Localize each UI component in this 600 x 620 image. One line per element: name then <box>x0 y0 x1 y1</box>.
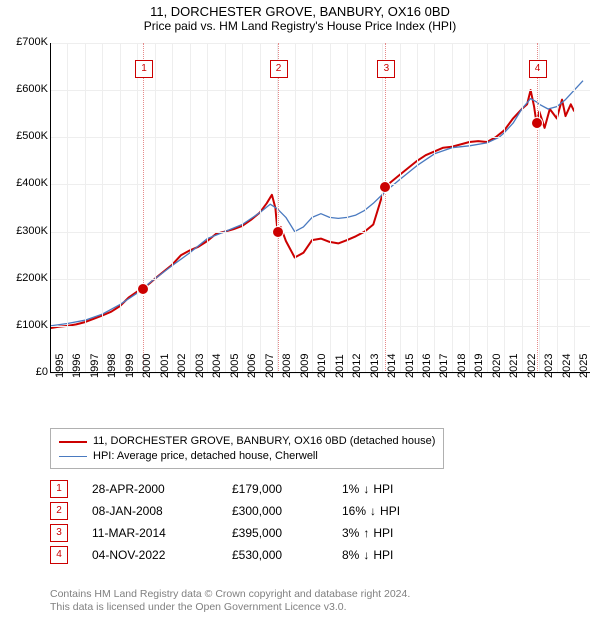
legend: 11, DORCHESTER GROVE, BANBURY, OX16 0BD … <box>50 428 444 469</box>
x-tick-label: 1997 <box>89 354 101 378</box>
y-tick-label: £0 <box>0 366 48 378</box>
series-hpi <box>50 81 583 326</box>
x-tick-label: 2011 <box>334 354 346 378</box>
event-date: 28-APR-2000 <box>92 482 232 496</box>
event-price: £530,000 <box>232 548 342 562</box>
event-date: 04-NOV-2022 <box>92 548 232 562</box>
x-tick-label: 2003 <box>194 354 206 378</box>
legend-swatch <box>59 441 87 443</box>
x-tick-label: 2004 <box>211 354 223 378</box>
x-tick-label: 2018 <box>456 354 468 378</box>
arrow-down-icon: ↓ <box>363 548 369 562</box>
x-tick-label: 1995 <box>54 354 66 378</box>
event-marker <box>137 283 149 295</box>
y-tick-label: £400K <box>0 177 48 189</box>
events-table: 1 28-APR-2000£179,0001%↓HPI 2 08-JAN-2008£3… <box>50 478 452 566</box>
arrow-down-icon: ↓ <box>370 504 376 518</box>
x-tick-label: 1998 <box>106 354 118 378</box>
event-delta: 16%↓HPI <box>342 504 452 518</box>
x-tick-label: 2017 <box>438 354 450 378</box>
event-vline <box>143 43 144 373</box>
page-title: 11, DORCHESTER GROVE, BANBURY, OX16 0BD <box>0 0 600 19</box>
x-tick-label: 2010 <box>316 354 328 378</box>
y-tick-label: £100K <box>0 319 48 331</box>
table-row: 4 04-NOV-2022£530,0008%↓HPI <box>50 544 452 566</box>
event-vline <box>278 43 279 373</box>
x-tick-label: 2000 <box>141 354 153 378</box>
event-badge: 2 <box>270 60 288 78</box>
x-tick-label: 1996 <box>71 354 83 378</box>
y-tick-label: £600K <box>0 83 48 95</box>
x-tick-label: 2015 <box>404 354 416 378</box>
x-tick-label: 2007 <box>264 354 276 378</box>
x-tick-label: 2021 <box>508 354 520 378</box>
footer-line-1: Contains HM Land Registry data © Crown c… <box>50 588 410 601</box>
x-tick-label: 2005 <box>229 354 241 378</box>
event-number-badge: 2 <box>50 502 68 520</box>
legend-item: 11, DORCHESTER GROVE, BANBURY, OX16 0BD … <box>59 434 435 449</box>
event-delta: 8%↓HPI <box>342 548 452 562</box>
plot-area <box>50 43 590 373</box>
y-tick-label: £200K <box>0 272 48 284</box>
event-number-badge: 4 <box>50 546 68 564</box>
x-tick-label: 2014 <box>386 354 398 378</box>
event-vline <box>537 43 538 373</box>
x-tick-label: 2002 <box>176 354 188 378</box>
footer-line-2: This data is licensed under the Open Gov… <box>50 601 410 614</box>
x-tick-label: 1999 <box>124 354 136 378</box>
legend-swatch <box>59 456 87 457</box>
event-number-badge: 3 <box>50 524 68 542</box>
event-badge: 4 <box>529 60 547 78</box>
x-tick-label: 2006 <box>246 354 258 378</box>
event-price: £395,000 <box>232 526 342 540</box>
table-row: 2 08-JAN-2008£300,00016%↓HPI <box>50 500 452 522</box>
event-date: 11-MAR-2014 <box>92 526 232 540</box>
event-price: £179,000 <box>232 482 342 496</box>
footer: Contains HM Land Registry data © Crown c… <box>50 588 410 614</box>
table-row: 3 11-MAR-2014£395,0003%↑HPI <box>50 522 452 544</box>
x-tick-label: 2022 <box>526 354 538 378</box>
x-tick-label: 2016 <box>421 354 433 378</box>
event-date: 08-JAN-2008 <box>92 504 232 518</box>
x-tick-label: 2023 <box>543 354 555 378</box>
chart: £0 £100K £200K £300K £400K £500K £600K £700K 19… <box>0 38 600 418</box>
arrow-up-icon: ↑ <box>363 526 369 540</box>
event-delta: 1%↓HPI <box>342 482 452 496</box>
plot-svg <box>50 43 590 373</box>
x-tick-label: 2013 <box>369 354 381 378</box>
y-tick-label: £700K <box>0 36 48 48</box>
event-badge: 3 <box>377 60 395 78</box>
legend-label: 11, DORCHESTER GROVE, BANBURY, OX16 0BD … <box>93 434 435 449</box>
x-tick-label: 2024 <box>561 354 573 378</box>
event-badge: 1 <box>135 60 153 78</box>
x-tick-label: 2012 <box>351 354 363 378</box>
x-tick-label: 2020 <box>491 354 503 378</box>
x-tick-label: 2009 <box>299 354 311 378</box>
event-marker <box>379 181 391 193</box>
y-tick-label: £300K <box>0 225 48 237</box>
page-subtitle: Price paid vs. HM Land Registry's House … <box>0 19 600 37</box>
event-marker <box>272 226 284 238</box>
event-delta: 3%↑HPI <box>342 526 452 540</box>
arrow-down-icon: ↓ <box>363 482 369 496</box>
event-price: £300,000 <box>232 504 342 518</box>
x-tick-label: 2001 <box>159 354 171 378</box>
y-tick-label: £500K <box>0 130 48 142</box>
event-marker <box>531 117 543 129</box>
x-tick-label: 2019 <box>473 354 485 378</box>
x-tick-label: 2008 <box>281 354 293 378</box>
x-tick-label: 2025 <box>578 354 590 378</box>
event-vline <box>385 43 386 373</box>
legend-item: HPI: Average price, detached house, Cher… <box>59 449 435 464</box>
legend-label: HPI: Average price, detached house, Cher… <box>93 449 318 464</box>
table-row: 1 28-APR-2000£179,0001%↓HPI <box>50 478 452 500</box>
event-number-badge: 1 <box>50 480 68 498</box>
